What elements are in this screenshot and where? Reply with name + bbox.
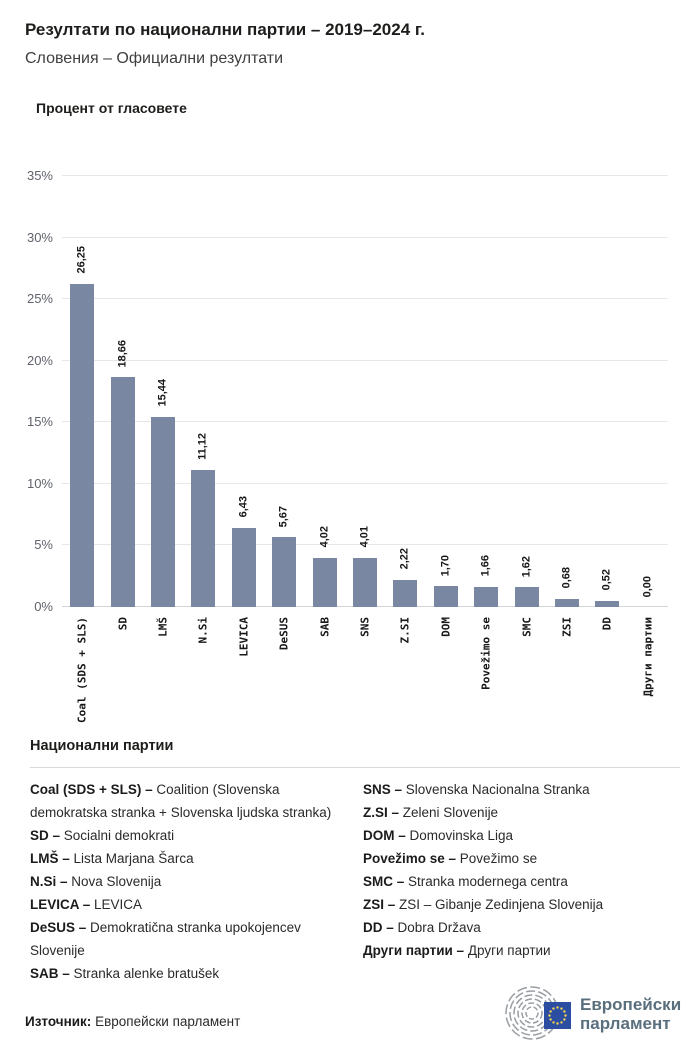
bar xyxy=(110,377,135,607)
bar xyxy=(272,537,297,607)
legend-entry: ZSI – ZSI – Gibanje Zedinjena Slovenija xyxy=(363,897,604,912)
plot-area: 0% 5% 10% 15% 20% 25% 30% 35% 26,25 Coal (SDS + S… xyxy=(27,168,668,723)
x-axis-category-label: Povežimo se xyxy=(479,617,493,690)
x-axis-category-label: N.Si xyxy=(196,617,210,644)
legend-entry: LMŠ – Lista Marjana Šarca xyxy=(30,851,194,866)
logo-text-line1: Европейски xyxy=(580,995,681,1014)
gridline xyxy=(62,175,668,176)
legend-entry: Coal (SDS + SLS) – Coalition (Slovenska … xyxy=(30,782,332,820)
x-axis-category-label: DeSUS xyxy=(277,617,291,651)
y-axis-tick-label: 0% xyxy=(34,599,53,614)
legend-columns: Coal (SDS + SLS) – Coalition (Slovenska … xyxy=(30,778,680,985)
bar-value-label: 2,22 xyxy=(398,548,411,570)
bar xyxy=(353,557,377,607)
legend-entry: SD – Socialni demokrati xyxy=(30,828,175,843)
bar-value-label: 0,52 xyxy=(600,569,613,591)
bar-value-label: 1,66 xyxy=(479,555,492,577)
legend-entry: DD – Dobra Država xyxy=(363,920,481,935)
x-axis-category-label: Coal (SDS + SLS) xyxy=(75,617,89,723)
bar xyxy=(151,416,175,607)
eu-stars xyxy=(548,1006,567,1025)
legend-column: Coal (SDS + SLS) – Coalition (Slovenska … xyxy=(30,778,347,985)
legend-entry: SAB – Stranka alenke bratušek xyxy=(30,966,220,981)
x-axis-category-label: ZSI xyxy=(560,617,574,637)
bar-value-label: 4,02 xyxy=(318,526,331,548)
source-value: Европейски парламент xyxy=(95,1014,241,1029)
legend-entry: N.Si – Nova Slovenija xyxy=(30,874,162,889)
legend-entry: SNS – Slovenska Nacionalna Stranka xyxy=(363,782,590,797)
chart-axis-title: Процент от гласовете xyxy=(36,100,187,116)
bar xyxy=(191,470,216,607)
bar-value-label: 26,25 xyxy=(75,246,88,274)
party-legend: Национални партии Coal (SDS + SLS) – Coa… xyxy=(30,738,680,985)
european-parliament-logo: Европейски парламент xyxy=(502,986,688,1045)
legend-entry: Z.SI – Zeleni Slovenije xyxy=(363,805,499,820)
bar xyxy=(474,586,499,607)
bar-value-label: 6,43 xyxy=(237,496,250,518)
legend-heading: Национални партии xyxy=(30,738,174,754)
page-subtitle: Словения – Официални резултати xyxy=(25,50,284,67)
x-axis-category-label: LEVICA xyxy=(237,617,251,657)
y-axis-tick-label: 25% xyxy=(26,291,53,307)
gridline xyxy=(62,236,668,238)
legend-entry: SMC – Stranka modernega centra xyxy=(363,874,568,889)
source-label: Източник: xyxy=(25,1014,92,1029)
bar-value-label: 4,01 xyxy=(358,526,371,548)
bar xyxy=(433,586,458,607)
bar xyxy=(312,557,337,607)
bar xyxy=(555,598,579,607)
bar-value-label: 1,62 xyxy=(520,555,533,578)
x-axis-category-label: DD xyxy=(600,617,614,631)
ep-logo-icon: Европейски парламент xyxy=(505,986,681,1040)
legend-divider xyxy=(30,767,680,768)
x-axis-category-label: SNS xyxy=(358,617,372,637)
gridline xyxy=(62,482,668,484)
bar xyxy=(595,600,620,607)
eu-flag-icon xyxy=(544,1002,571,1029)
bar-value-label: 0,68 xyxy=(560,567,573,589)
x-axis-category-label: Други партии xyxy=(641,617,655,697)
y-axis-tick-label: 15% xyxy=(26,414,53,430)
y-axis-tick-label: 5% xyxy=(34,537,53,553)
x-axis-category-label: SMC xyxy=(520,617,534,637)
bar xyxy=(231,527,256,607)
y-axis-tick-label: 10% xyxy=(26,475,53,491)
legend-entry: LEVICA – LEVICA xyxy=(30,897,143,912)
logo-text-line2: парламент xyxy=(580,1014,671,1033)
page-title: Резултати по национални партии – 2019–20… xyxy=(25,20,425,39)
bar xyxy=(514,587,539,607)
legend-entry: Povežimo se – Povežimo se xyxy=(363,851,538,866)
bar-value-label: 15,44 xyxy=(156,379,169,407)
gridline xyxy=(62,421,668,423)
x-axis-category-label: Z.SI xyxy=(398,617,412,644)
y-axis-tick-label: 20% xyxy=(26,352,53,368)
legend-entry: DeSUS – Demokratična stranka upokojencev… xyxy=(30,920,301,958)
bar xyxy=(393,579,418,607)
bar-value-label: 18,66 xyxy=(116,339,129,368)
y-axis-tick-label: 30% xyxy=(26,229,53,245)
x-axis-category-label: SD xyxy=(116,617,130,631)
legend-entry: DOM – Domovinska Liga xyxy=(363,828,514,843)
bar-value-label: 0,00 xyxy=(641,575,654,597)
source-line: Източник: Европейски парламент xyxy=(25,1014,240,1029)
legend-column: SNS – Slovenska Nacionalna Stranka Z.SI –… xyxy=(363,778,680,985)
gridline xyxy=(62,298,668,300)
bar-value-label: 1,70 xyxy=(439,554,452,577)
gridline xyxy=(62,359,668,361)
x-axis-category-label: DOM xyxy=(439,617,453,637)
bar-value-label: 5,67 xyxy=(277,505,290,528)
x-axis-category-label: LMŠ xyxy=(156,617,170,637)
x-axis-category-label: SAB xyxy=(318,617,332,637)
legend-entry: Други партии – Други партии xyxy=(363,943,551,958)
bar-value-label: 11,12 xyxy=(196,433,209,461)
bar xyxy=(70,283,95,607)
gridline xyxy=(62,544,668,546)
y-axis-tick-label: 35% xyxy=(26,168,53,183)
